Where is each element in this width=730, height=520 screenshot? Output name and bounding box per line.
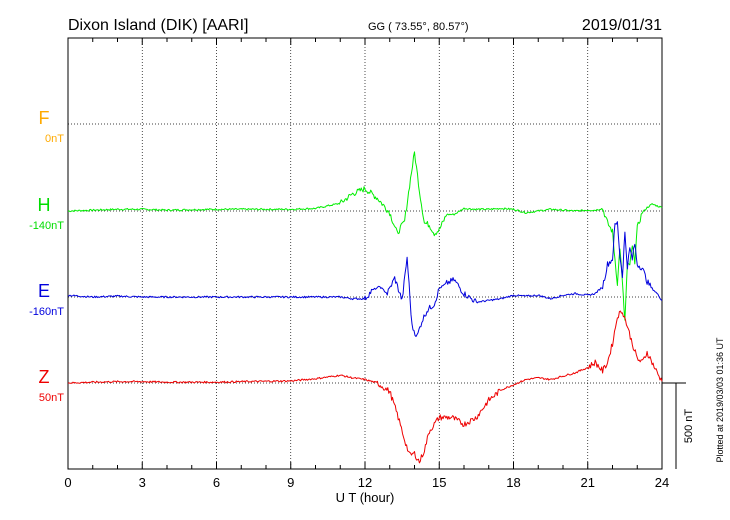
z-component-label: Z — [39, 367, 50, 387]
e-component-label: E — [38, 281, 50, 301]
scale-bar-label: 500 nT — [683, 409, 695, 444]
e-offset-label: -160nT — [29, 306, 64, 318]
f-component-label: F — [39, 108, 50, 128]
x-tick-label: 0 — [64, 475, 71, 490]
date-label: 2019/01/31 — [582, 17, 662, 34]
z-offset-label: 50nT — [39, 392, 64, 404]
station-title: Dixon Island (DIK) [AARI] — [68, 17, 249, 34]
x-tick-label: 15 — [432, 475, 446, 490]
f-offset-label: 0nT — [45, 133, 64, 145]
x-axis-label: U T (hour) — [336, 490, 395, 505]
h-component-label: H — [38, 195, 51, 215]
x-axis-ticks: 0 3 6 9 12 15 18 21 24 — [64, 38, 669, 490]
x-tick-label: 3 — [139, 475, 146, 490]
series-z-line — [67, 310, 663, 464]
x-tick-label: 21 — [581, 475, 595, 490]
series-e-line — [67, 221, 663, 337]
traces — [67, 151, 663, 464]
h-offset-label: -140nT — [29, 220, 64, 232]
x-tick-label: 9 — [287, 475, 294, 490]
series-h-line — [67, 151, 663, 321]
grid-lines — [68, 38, 662, 469]
x-tick-label: 18 — [506, 475, 520, 490]
coordinates-label: GG ( 73.55°, 80.57°) — [368, 21, 469, 33]
x-tick-label: 24 — [655, 475, 669, 490]
x-tick-label: 12 — [358, 475, 372, 490]
plotted-note: Plotted at 2019/03/03 01:36 UT — [715, 337, 725, 463]
x-tick-label: 6 — [213, 475, 220, 490]
